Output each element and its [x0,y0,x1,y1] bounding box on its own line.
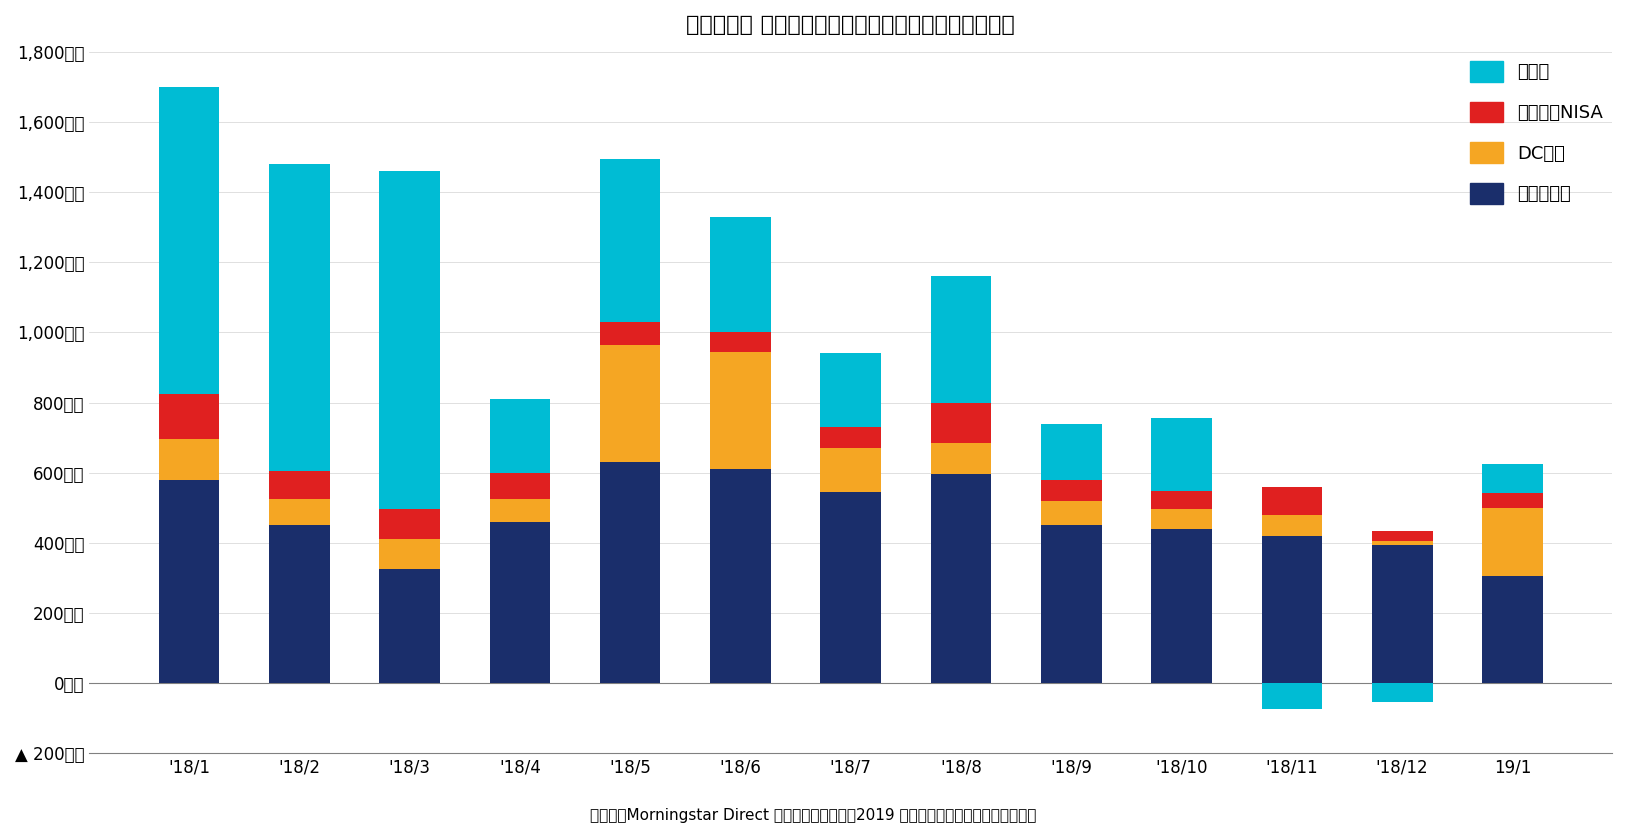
Bar [1372,541,1432,545]
Bar [600,344,661,462]
Bar [379,171,439,509]
Bar [1261,683,1323,709]
Bar [159,439,220,480]
Bar [490,473,550,499]
Bar [268,499,330,525]
Bar [820,353,882,427]
Bar [1041,501,1101,525]
Bar [490,522,550,683]
Bar [1482,464,1542,493]
Bar [820,427,882,448]
Bar [1152,418,1212,491]
Text: （資料）Morningstar Direct を用いて筆者作成。2019 年１月のみ推計値、他は実績値。: （資料）Morningstar Direct を用いて筆者作成。2019 年１月… [591,808,1036,823]
Bar [709,469,771,683]
Bar [1152,529,1212,683]
Bar [1152,509,1212,529]
Bar [709,352,771,469]
Bar [820,492,882,683]
Bar [1261,487,1323,515]
Bar [600,322,661,344]
Bar [1041,424,1101,480]
Bar [1041,480,1101,501]
Bar [1482,508,1542,576]
Bar [159,394,220,439]
Bar [268,471,330,499]
Bar [1482,576,1542,683]
Bar [931,442,991,475]
Bar [1261,536,1323,683]
Bar [159,480,220,683]
Bar [931,475,991,683]
Bar [600,159,661,322]
Bar [600,462,661,683]
Bar [159,87,220,394]
Bar [490,499,550,522]
Bar [820,448,882,492]
Bar [490,399,550,473]
Bar [1372,683,1432,702]
Bar [379,569,439,683]
Bar [931,276,991,402]
Bar [709,217,771,332]
Legend: その他, つみたてNISA, DC専用, 高頼度分配: その他, つみたてNISA, DC専用, 高頼度分配 [1471,61,1603,204]
Title: 【図表４】 バランス型ファンドのタイプ別資金流出入: 【図表４】 バランス型ファンドのタイプ別資金流出入 [687,15,1015,35]
Bar [931,402,991,442]
Bar [1482,493,1542,508]
Bar [1041,525,1101,683]
Bar [1372,531,1432,541]
Bar [709,332,771,352]
Bar [1152,491,1212,509]
Bar [268,525,330,683]
Bar [379,509,439,539]
Bar [268,164,330,471]
Bar [379,539,439,569]
Bar [1372,545,1432,683]
Bar [1261,515,1323,536]
